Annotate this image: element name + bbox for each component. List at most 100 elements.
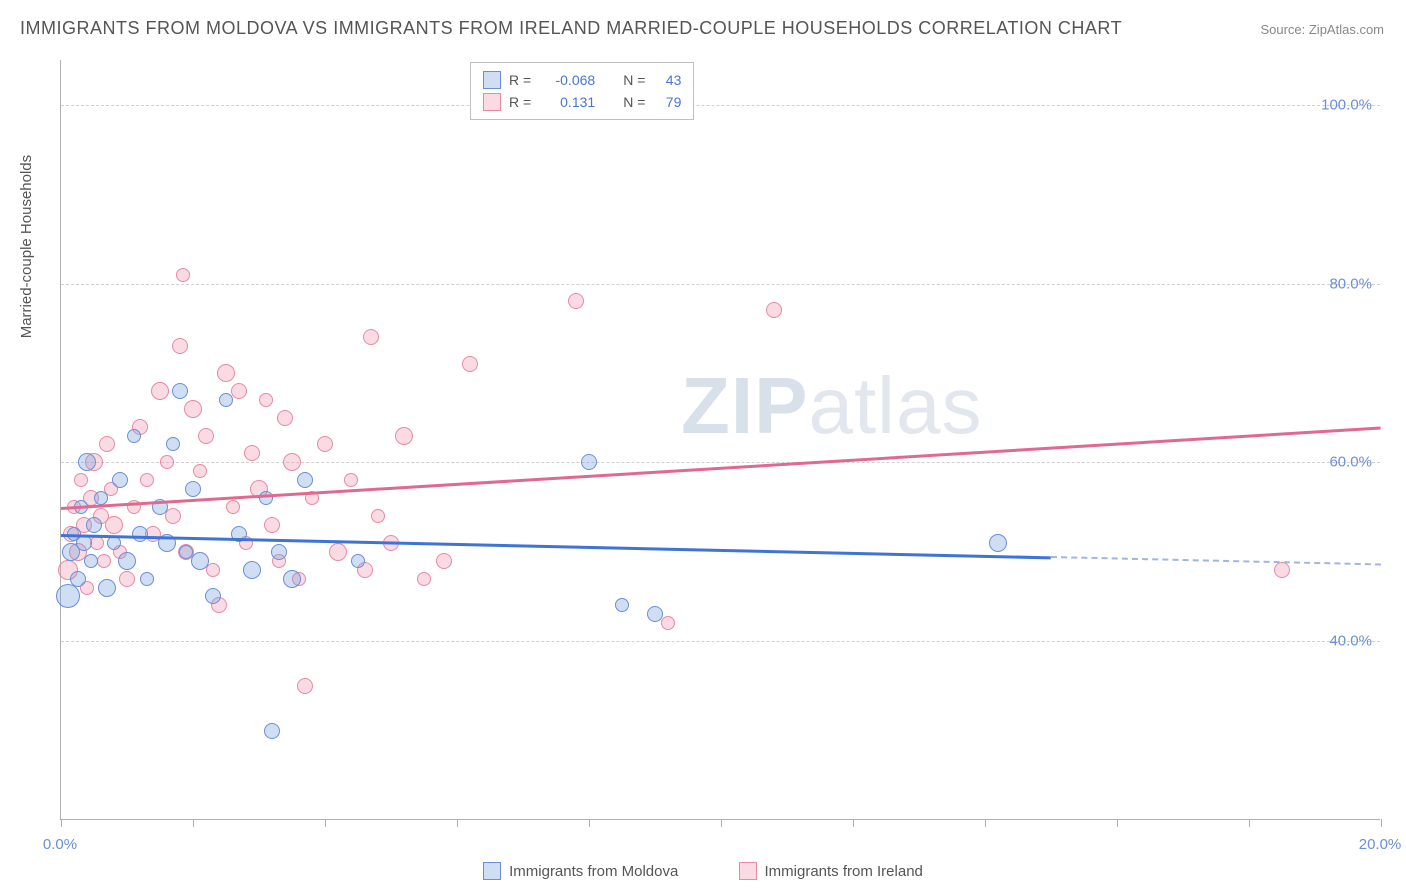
scatter-point — [297, 678, 313, 694]
r-value-moldova: -0.068 — [539, 72, 595, 88]
scatter-point — [264, 723, 280, 739]
scatter-point — [191, 552, 209, 570]
scatter-point — [205, 588, 221, 604]
scatter-point — [70, 571, 86, 587]
ytick-label: 100.0% — [1321, 96, 1372, 113]
scatter-point — [259, 393, 273, 407]
r-label: R = — [509, 72, 531, 88]
scatter-point — [417, 572, 431, 586]
xtick — [853, 819, 854, 827]
scatter-point — [97, 554, 111, 568]
scatter-point — [217, 364, 235, 382]
xtick — [193, 819, 194, 827]
scatter-point — [172, 338, 188, 354]
scatter-point — [176, 268, 190, 282]
scatter-point — [206, 563, 220, 577]
legend-label-moldova: Immigrants from Moldova — [509, 863, 678, 880]
scatter-point — [297, 472, 313, 488]
swatch-moldova-icon — [483, 71, 501, 89]
scatter-point — [363, 329, 379, 345]
gridline — [61, 462, 1380, 463]
ytick-label: 40.0% — [1329, 633, 1372, 650]
scatter-point — [371, 509, 385, 523]
scatter-point — [283, 453, 301, 471]
n-label: N = — [623, 72, 645, 88]
scatter-point — [90, 536, 104, 550]
xtick — [325, 819, 326, 827]
scatter-point — [271, 544, 287, 560]
scatter-point — [165, 508, 181, 524]
swatch-moldova-icon — [483, 862, 501, 880]
stats-row-ireland: R = 0.131 N = 79 — [483, 91, 681, 113]
scatter-point — [231, 383, 247, 399]
scatter-point — [74, 473, 88, 487]
n-value-moldova: 43 — [653, 72, 681, 88]
scatter-point — [56, 584, 80, 608]
scatter-point — [140, 473, 154, 487]
r-label: R = — [509, 94, 531, 110]
legend-item-moldova: Immigrants from Moldova — [483, 862, 678, 880]
scatter-point — [84, 554, 98, 568]
scatter-point — [160, 455, 174, 469]
source-label: Source: ZipAtlas.com — [1260, 22, 1384, 37]
n-value-ireland: 79 — [653, 94, 681, 110]
xtick — [1249, 819, 1250, 827]
ytick-label: 60.0% — [1329, 454, 1372, 471]
scatter-point — [766, 302, 782, 318]
scatter-point — [118, 552, 136, 570]
scatter-point — [193, 464, 207, 478]
scatter-point — [112, 472, 128, 488]
watermark-light: atlas — [808, 361, 982, 450]
scatter-point — [76, 535, 92, 551]
stats-row-moldova: R = -0.068 N = 43 — [483, 69, 681, 91]
scatter-point — [140, 572, 154, 586]
scatter-point — [119, 571, 135, 587]
xtick-label: 20.0% — [1359, 836, 1402, 853]
scatter-point — [98, 579, 116, 597]
xtick — [1381, 819, 1382, 827]
gridline — [61, 641, 1380, 642]
scatter-point — [166, 437, 180, 451]
scatter-point — [661, 616, 675, 630]
xtick — [985, 819, 986, 827]
scatter-point — [151, 382, 169, 400]
scatter-point — [226, 500, 240, 514]
watermark-bold: ZIP — [681, 361, 808, 450]
scatter-point — [989, 534, 1007, 552]
watermark: ZIPatlas — [681, 360, 982, 452]
trend-line — [61, 534, 1051, 559]
scatter-point — [185, 481, 201, 497]
scatter-point — [86, 517, 102, 533]
stats-legend: R = -0.068 N = 43 R = 0.131 N = 79 — [470, 62, 694, 120]
xtick-label: 0.0% — [43, 836, 77, 853]
legend-item-ireland: Immigrants from Ireland — [739, 862, 923, 880]
xtick — [457, 819, 458, 827]
swatch-ireland-icon — [739, 862, 757, 880]
xtick — [61, 819, 62, 827]
scatter-point — [283, 570, 301, 588]
gridline — [61, 105, 1380, 106]
series-legend: Immigrants from Moldova Immigrants from … — [0, 862, 1406, 884]
scatter-point — [1274, 562, 1290, 578]
scatter-point — [78, 453, 96, 471]
scatter-point — [132, 526, 148, 542]
plot-area: ZIPatlas 40.0%60.0%80.0%100.0% — [60, 60, 1380, 820]
scatter-point — [647, 606, 663, 622]
xtick — [721, 819, 722, 827]
r-value-ireland: 0.131 — [539, 94, 595, 110]
scatter-point — [581, 454, 597, 470]
scatter-point — [344, 473, 358, 487]
scatter-point — [107, 536, 121, 550]
chart-title: IMMIGRANTS FROM MOLDOVA VS IMMIGRANTS FR… — [20, 18, 1122, 39]
gridline — [61, 284, 1380, 285]
scatter-point — [436, 553, 452, 569]
trend-line — [1051, 556, 1381, 565]
scatter-point — [244, 445, 260, 461]
scatter-point — [317, 436, 333, 452]
swatch-ireland-icon — [483, 93, 501, 111]
trend-line — [61, 427, 1381, 510]
legend-label-ireland: Immigrants from Ireland — [765, 863, 923, 880]
scatter-point — [99, 436, 115, 452]
scatter-point — [329, 543, 347, 561]
scatter-point — [127, 429, 141, 443]
